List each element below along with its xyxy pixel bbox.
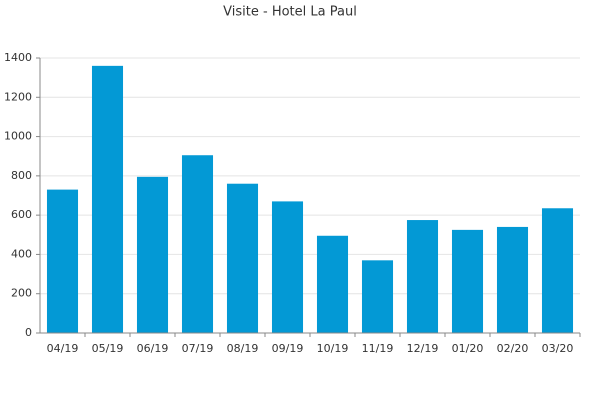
x-tick-label: 10/19 [317, 342, 349, 355]
y-tick-label: 1000 [4, 130, 32, 143]
bar [46, 189, 79, 333]
x-tick-label: 06/19 [137, 342, 169, 355]
bar [361, 260, 394, 333]
y-tick-label: 1400 [4, 51, 32, 64]
bar [136, 176, 169, 333]
x-tick-label: 08/19 [227, 342, 259, 355]
y-tick-label: 200 [11, 287, 32, 300]
bar [226, 183, 259, 333]
y-tick-label: 1200 [4, 90, 32, 103]
bar [496, 226, 529, 333]
x-tick-label: 12/19 [407, 342, 439, 355]
x-tick-label: 04/19 [47, 342, 79, 355]
y-tick-label: 0 [25, 326, 32, 339]
x-tick-label: 11/19 [362, 342, 394, 355]
y-tick-label: 800 [11, 169, 32, 182]
bar [271, 201, 304, 333]
y-tick-label: 400 [11, 247, 32, 260]
bar [541, 208, 574, 333]
x-tick-label: 09/19 [272, 342, 304, 355]
bar [451, 229, 484, 333]
x-tick-label: 01/20 [452, 342, 484, 355]
chart-title: Visite - Hotel La Paul [223, 5, 357, 20]
bar [181, 155, 214, 333]
bar [406, 220, 439, 333]
y-tick-label: 600 [11, 208, 32, 221]
bar [316, 235, 349, 333]
x-tick-label: 07/19 [182, 342, 214, 355]
bar [91, 65, 124, 333]
x-tick-label: 03/20 [542, 342, 574, 355]
x-tick-label: 02/20 [497, 342, 529, 355]
x-tick-label: 05/19 [92, 342, 124, 355]
